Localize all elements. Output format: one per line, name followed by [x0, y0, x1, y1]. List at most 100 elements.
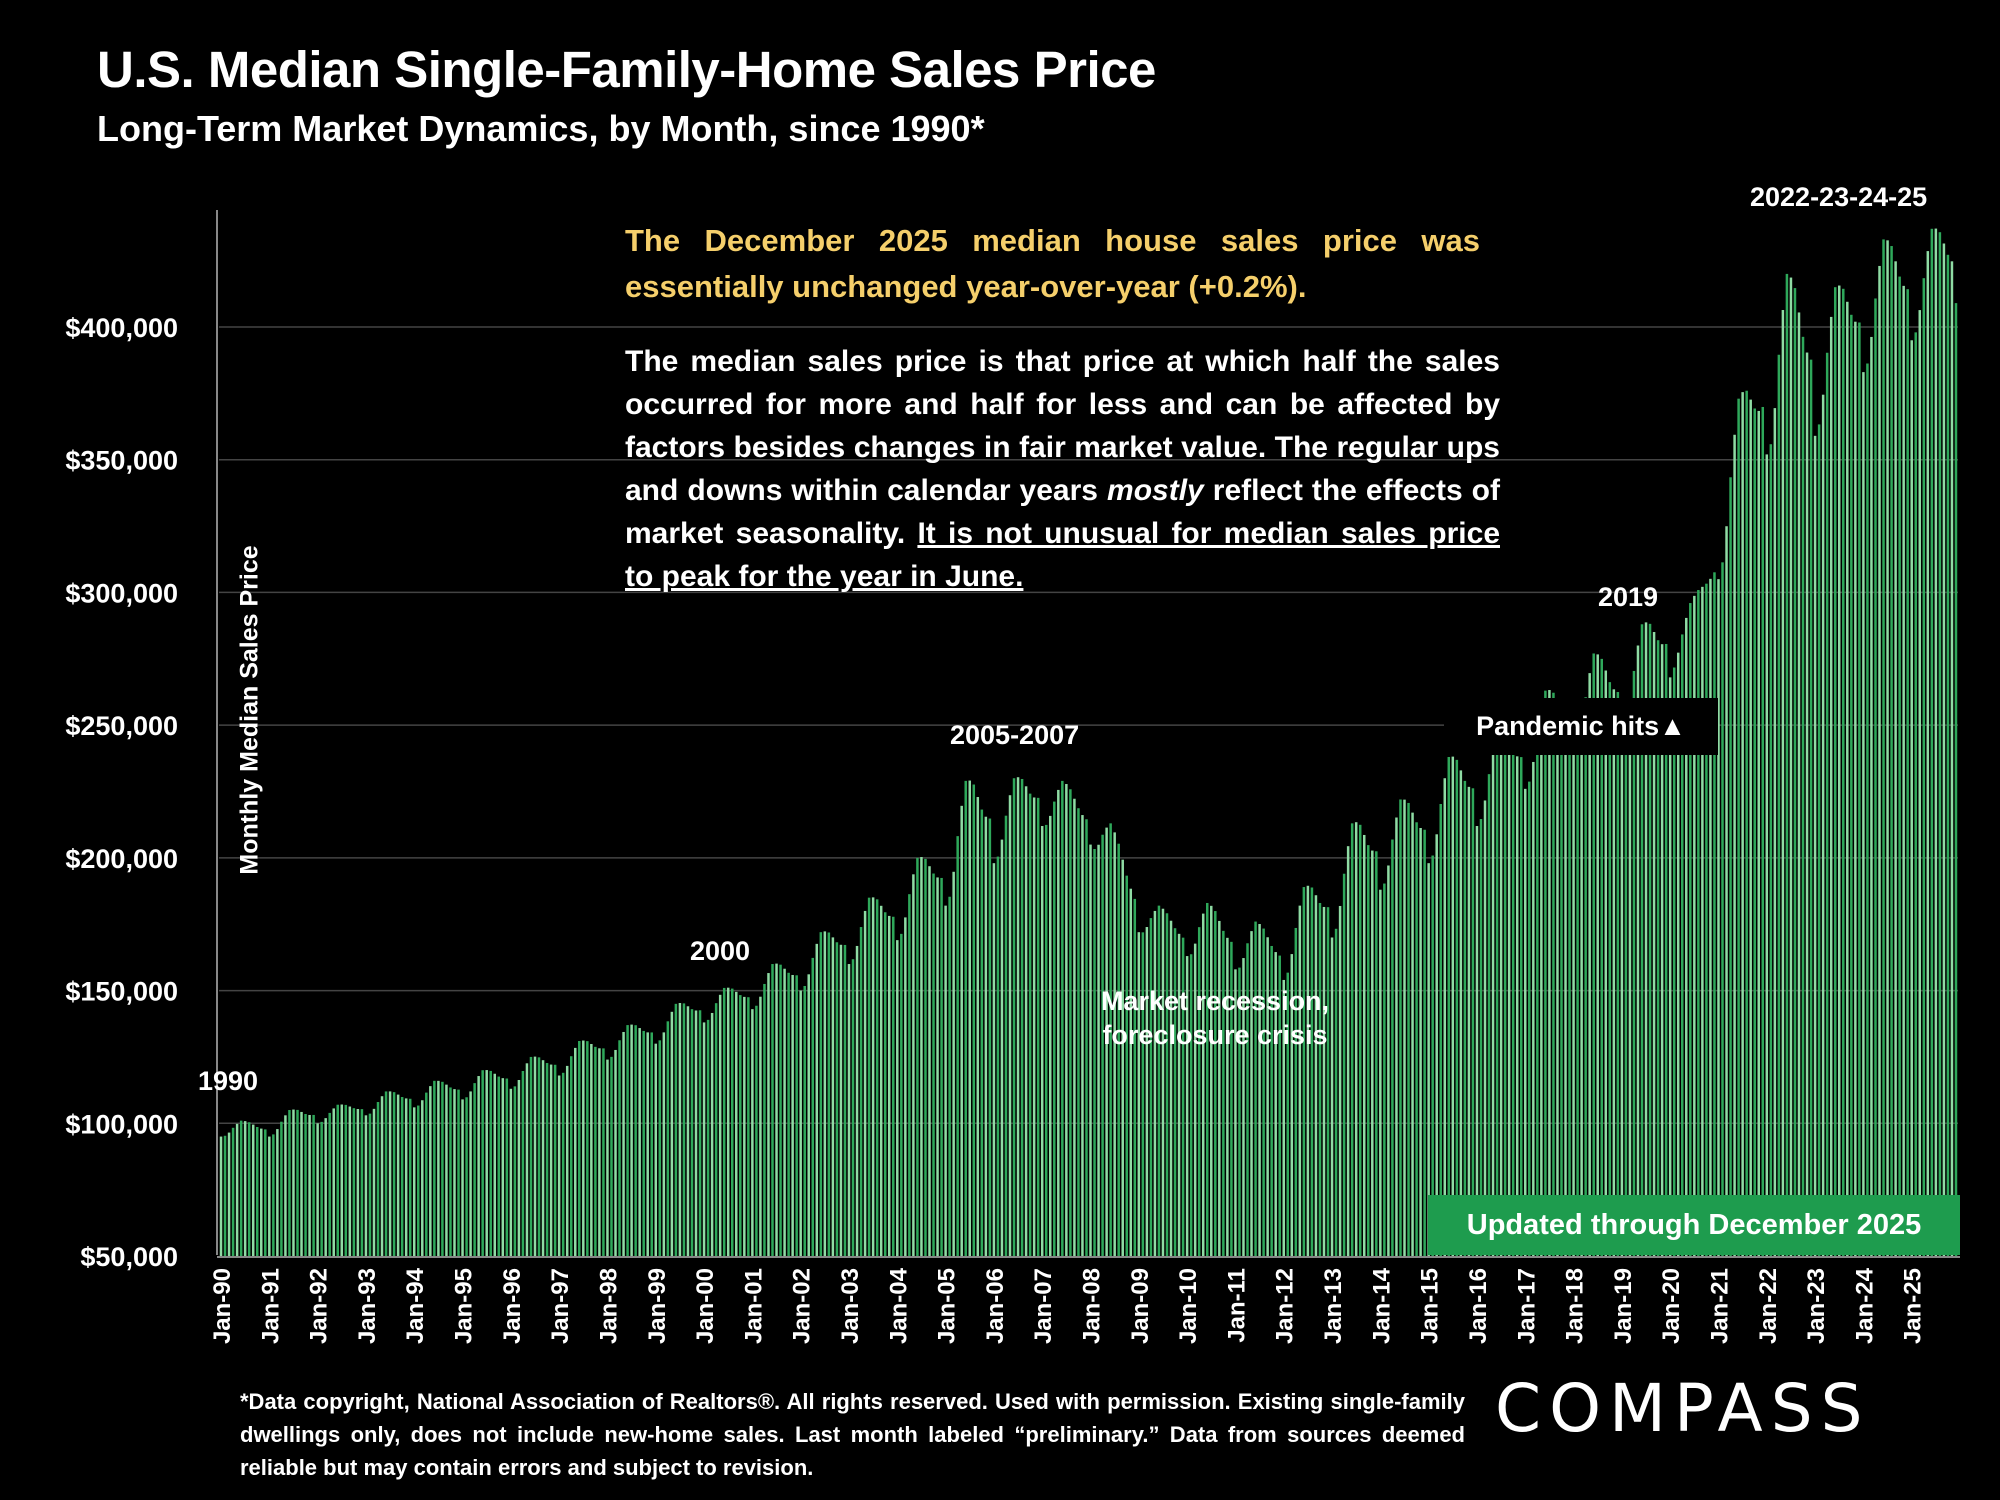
bar — [1197, 927, 1201, 1256]
bar — [1592, 653, 1595, 1256]
y-tick-label: $200,000 — [65, 844, 178, 874]
bar — [1463, 780, 1467, 1256]
bar — [1821, 394, 1825, 1256]
bar — [1749, 399, 1752, 1256]
callout-body: The median sales price is that price at … — [625, 340, 1500, 598]
bar — [569, 1056, 573, 1256]
bar — [1882, 239, 1885, 1256]
bar — [658, 1040, 662, 1256]
bar — [1065, 784, 1068, 1256]
bar — [586, 1041, 589, 1256]
y-axis-tick-labels: $50,000 $100,000 $150,000 $200,000 $250,000 $… — [65, 313, 178, 1272]
bar — [1395, 817, 1398, 1256]
bar — [735, 991, 738, 1256]
bar — [1137, 932, 1141, 1256]
bar — [1809, 359, 1813, 1256]
bar — [1854, 321, 1857, 1256]
bar — [811, 957, 815, 1256]
x-tick-label: Jan-98 — [596, 1268, 623, 1344]
bar — [1129, 888, 1133, 1256]
bar — [1173, 928, 1177, 1256]
y-axis-label: Monthly Median Sales Price — [235, 545, 264, 875]
bar — [1310, 887, 1314, 1256]
bar — [1608, 682, 1612, 1256]
bar — [1588, 673, 1591, 1256]
callout-body-text: The median sales price is that price at … — [625, 345, 1500, 507]
bar — [260, 1128, 263, 1256]
bar — [638, 1028, 641, 1256]
annotation-pandemic: Pandemic hits▲ — [1444, 698, 1718, 755]
bar — [722, 987, 726, 1256]
bar — [296, 1109, 299, 1256]
bar — [1580, 725, 1583, 1256]
x-tick-label: Jan-15 — [1417, 1268, 1444, 1344]
bar — [988, 818, 992, 1256]
x-tick-label: Jan-17 — [1513, 1268, 1540, 1344]
bar — [1660, 644, 1664, 1256]
bar — [368, 1113, 372, 1256]
bar — [1161, 908, 1165, 1256]
bar — [924, 858, 927, 1256]
bar — [1942, 243, 1946, 1256]
bar — [1950, 261, 1954, 1256]
bar — [356, 1109, 360, 1256]
bar — [863, 910, 867, 1256]
bar — [328, 1112, 331, 1256]
bar — [1391, 839, 1394, 1256]
x-tick-label: Jan-23 — [1803, 1268, 1830, 1344]
bar — [1564, 716, 1567, 1256]
bar — [1451, 756, 1455, 1256]
bar — [284, 1115, 287, 1256]
bar — [996, 856, 1000, 1256]
bar — [1737, 398, 1740, 1256]
bar — [602, 1048, 605, 1256]
bar — [743, 996, 746, 1256]
bar — [702, 1022, 706, 1256]
bar — [332, 1108, 335, 1256]
bar — [626, 1025, 629, 1256]
bar — [920, 857, 923, 1256]
bar — [384, 1091, 388, 1256]
bar — [622, 1031, 625, 1256]
bar — [1326, 907, 1330, 1256]
bar — [1004, 815, 1008, 1256]
bar — [1672, 667, 1676, 1256]
bar — [1117, 843, 1120, 1256]
bar — [396, 1094, 400, 1256]
bar — [1302, 887, 1306, 1256]
bar — [759, 996, 762, 1256]
bar — [1222, 930, 1225, 1256]
bar — [674, 1003, 678, 1256]
x-tick-label: Jan-92 — [306, 1268, 333, 1344]
bar — [1399, 799, 1402, 1256]
x-tick-label: Jan-13 — [1320, 1268, 1347, 1344]
bar — [1226, 937, 1229, 1256]
bar — [1354, 822, 1358, 1256]
bar — [1793, 288, 1797, 1257]
annotation-2000: 2000 — [690, 936, 751, 966]
bar — [952, 871, 955, 1256]
bar — [477, 1076, 480, 1256]
bar — [1193, 943, 1197, 1256]
bar — [714, 1003, 718, 1256]
bar — [1733, 434, 1736, 1256]
bar — [1121, 859, 1124, 1256]
x-tick-label: Jan-16 — [1465, 1268, 1492, 1344]
bar — [1157, 905, 1161, 1256]
bar — [1906, 289, 1909, 1256]
bar — [304, 1114, 307, 1256]
x-tick-label: Jan-22 — [1755, 1268, 1782, 1344]
bar — [1334, 928, 1338, 1256]
bar — [400, 1097, 404, 1256]
bar — [465, 1097, 468, 1256]
bar — [1290, 954, 1294, 1256]
bar — [1491, 751, 1495, 1256]
bar — [1189, 954, 1193, 1256]
bar — [694, 1010, 698, 1256]
bar — [1109, 823, 1112, 1256]
bar — [1061, 780, 1064, 1256]
bar — [606, 1059, 609, 1256]
bar — [449, 1087, 452, 1256]
bar — [1097, 844, 1100, 1256]
bar — [1652, 632, 1656, 1256]
